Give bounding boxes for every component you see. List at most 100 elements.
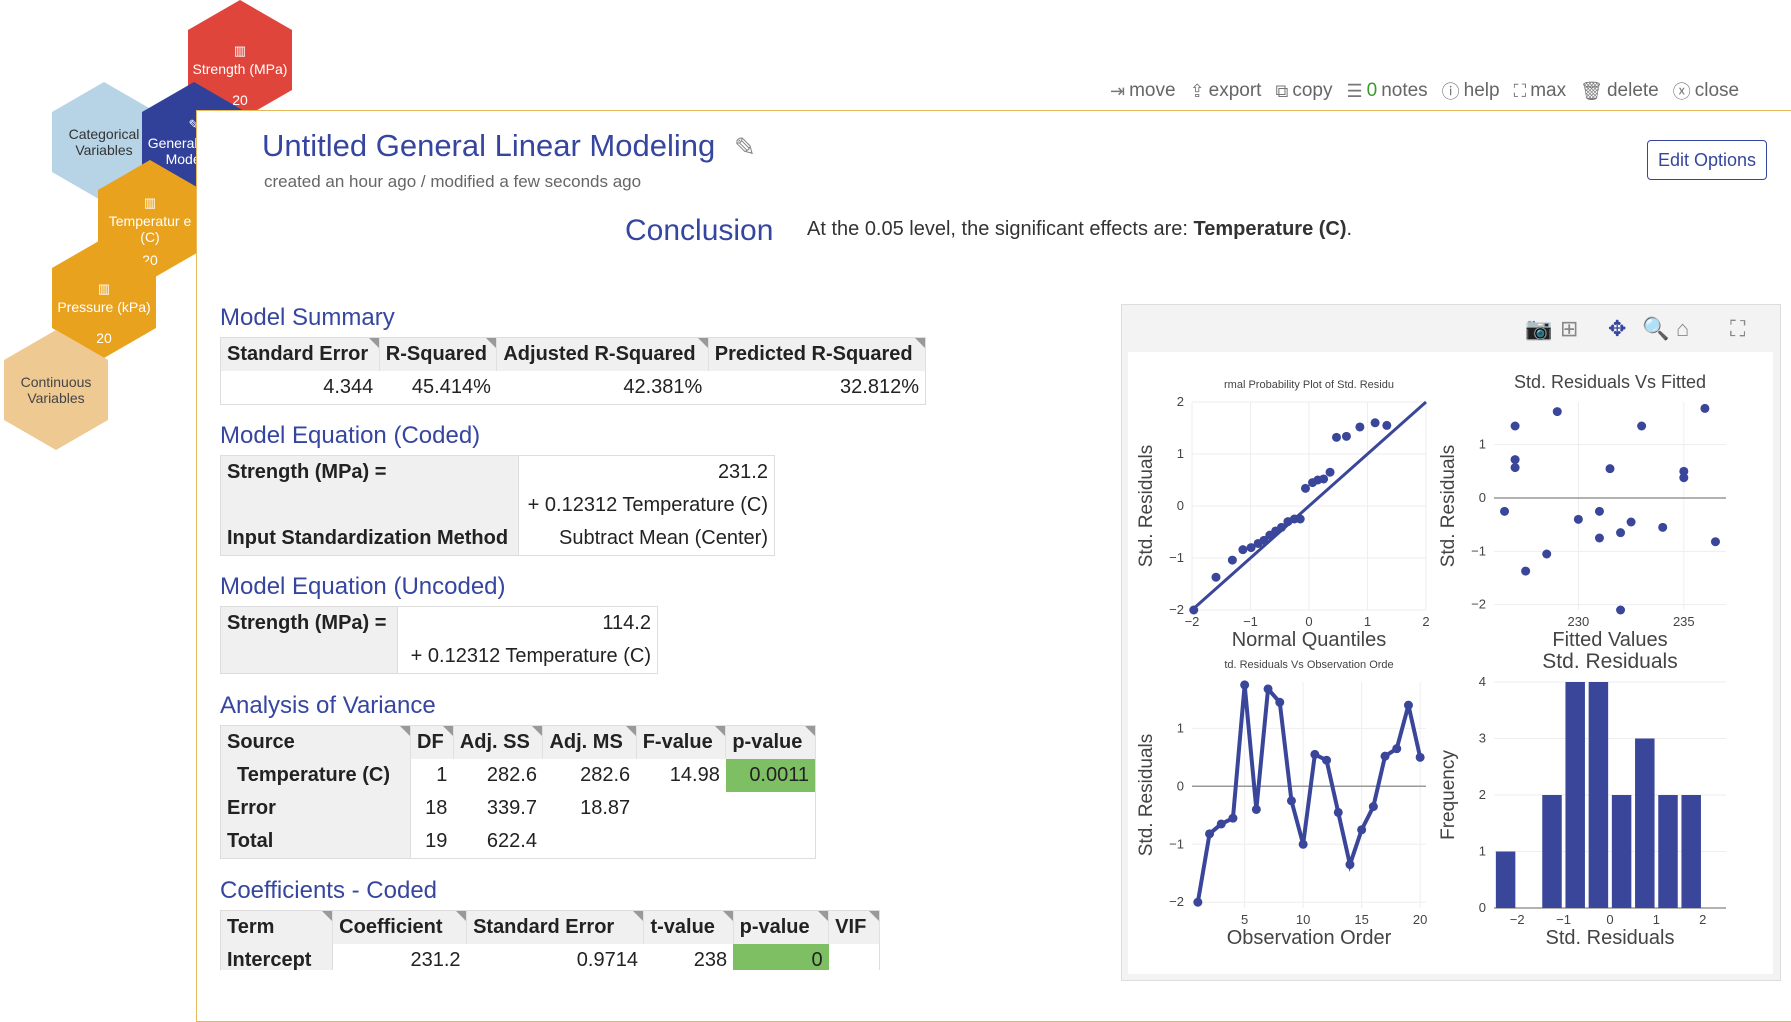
- data-point: [1637, 421, 1647, 431]
- y-tick-label: −2: [1169, 602, 1184, 617]
- data-point: [1325, 467, 1335, 477]
- row-f-value: [636, 792, 726, 825]
- table-row: Temperature (C) 1 282.6 282.6 14.98 0.00…: [220, 759, 816, 792]
- x-axis-label: Fitted Values: [1552, 629, 1667, 651]
- conclusion-text: At the 0.05 level, the significant effec…: [807, 218, 1352, 241]
- x-tick-label: −2: [1185, 614, 1200, 629]
- value-r-squared: 45.414%: [411, 376, 491, 398]
- wrench-icon: ✎: [188, 117, 200, 132]
- row-t-value: 238: [693, 949, 728, 970]
- help-button[interactable]: ⓘ help: [1442, 78, 1500, 104]
- notes-label: notes: [1381, 80, 1428, 101]
- row-f-value: [636, 825, 726, 859]
- conclusion-end: .: [1346, 218, 1353, 240]
- header-p-value[interactable]: p-value: [733, 910, 830, 944]
- y-tick-label: −2: [1169, 894, 1184, 909]
- data-point: [1238, 545, 1248, 555]
- hex-continuous-variables[interactable]: Continuous Variables: [4, 330, 108, 450]
- header-standard-error[interactable]: Standard Error: [220, 337, 380, 371]
- pencil-icon[interactable]: ✎: [734, 132, 756, 162]
- row-df: 1: [436, 764, 448, 786]
- chart-title: td. Residuals Vs Observation Orde: [1224, 659, 1393, 671]
- x-axis-label: Std. Residuals: [1546, 927, 1675, 949]
- row-p-value: [726, 792, 816, 825]
- header-adjusted-r-squared[interactable]: Adjusted R-Squared: [496, 337, 709, 371]
- y-tick-label: 3: [1479, 731, 1486, 746]
- equation-coded-title: Model Equation (Coded): [220, 422, 481, 449]
- max-label: max: [1530, 80, 1567, 101]
- conclusion-sentence: At the 0.05 level, the significant effec…: [807, 218, 1194, 240]
- equation-lhs: Strength (MPa) =: [220, 606, 398, 640]
- y-tick-label: 2: [1479, 787, 1486, 802]
- x-axis-label: Normal Quantiles: [1232, 629, 1387, 651]
- data-point: [1616, 605, 1626, 615]
- histogram-bar: [1565, 682, 1585, 908]
- fit-line: [1191, 400, 1427, 612]
- row-f-value: 14.98: [669, 764, 720, 786]
- data-point: [1277, 522, 1287, 532]
- row-adj-ss: 282.6: [486, 764, 537, 786]
- pan-icon[interactable]: ✥: [1608, 316, 1627, 341]
- row-adj-ms: 282.6: [580, 764, 631, 786]
- header-t-value[interactable]: t-value: [643, 910, 734, 944]
- histogram-bar: [1635, 738, 1655, 908]
- page-title[interactable]: Untitled General Linear Modeling: [262, 128, 716, 163]
- data-point: [1263, 684, 1273, 694]
- histogram-bar: [1588, 682, 1609, 908]
- data-point: [1251, 804, 1261, 814]
- header-adj-ss[interactable]: Adj. SS: [453, 725, 544, 759]
- add-plot-icon[interactable]: ⊞: [1560, 316, 1579, 341]
- header-standard-error[interactable]: Standard Error: [466, 910, 645, 944]
- equation-lhs-blank: [220, 640, 398, 674]
- move-button[interactable]: ⇥ move: [1110, 78, 1176, 104]
- header-coefficient[interactable]: Coefficient: [332, 910, 468, 944]
- header-vif[interactable]: VIF: [828, 910, 880, 944]
- model-summary-table: Standard Error R-Squared Adjusted R-Squa…: [220, 337, 927, 405]
- y-tick-label: 1: [1479, 437, 1486, 452]
- y-axis-label: Std. Residuals: [1136, 734, 1157, 857]
- zoom-icon[interactable]: 🔍: [1642, 316, 1670, 341]
- residual-plots-svg[interactable]: rmal Probability Plot of Std. Residu Norm…: [1128, 352, 1773, 974]
- edit-options-button[interactable]: Edit Options: [1647, 140, 1767, 180]
- data-point: [1382, 420, 1392, 430]
- header-p-value[interactable]: p-value: [725, 725, 816, 759]
- header-term[interactable]: Term: [220, 910, 334, 944]
- header-f-value[interactable]: F-value: [636, 725, 727, 759]
- conclusion-effects: Temperature (C): [1193, 218, 1347, 240]
- data-point: [1357, 825, 1367, 835]
- x-tick-label: 5: [1241, 912, 1248, 927]
- x-tick-label: −1: [1243, 614, 1258, 629]
- close-button[interactable]: ⓧ close: [1673, 78, 1739, 104]
- data-point: [1415, 752, 1425, 762]
- header-df[interactable]: DF: [410, 725, 454, 759]
- notes-button[interactable]: ☰ 0 notes: [1346, 78, 1427, 104]
- data-point: [1552, 407, 1562, 417]
- row-standard-error: 0.9714: [576, 949, 638, 970]
- data-point: [1298, 839, 1308, 849]
- home-icon[interactable]: ⌂: [1676, 316, 1690, 341]
- max-button[interactable]: ⛶ max: [1514, 78, 1567, 104]
- series-line: [1195, 684, 1423, 903]
- data-point: [1710, 537, 1720, 547]
- camera-icon[interactable]: 📷: [1525, 316, 1553, 341]
- header-predicted-r-squared[interactable]: Predicted R-Squared: [708, 337, 927, 371]
- export-icon: ⇪: [1189, 80, 1205, 101]
- data-point: [1573, 514, 1583, 524]
- window-toolbar: ⇥ move ⇪ export ⧉ copy ☰ 0 notes ⓘ help ⛶ max 🗑…: [1110, 78, 1791, 104]
- export-button[interactable]: ⇪ export: [1190, 78, 1262, 104]
- header-source[interactable]: Source: [220, 725, 412, 759]
- header-r-squared[interactable]: R-Squared: [379, 337, 498, 371]
- row-adj-ss: 339.7: [486, 797, 537, 819]
- fullscreen-icon[interactable]: ⛶: [1730, 316, 1746, 341]
- x-tick-label: 2: [1699, 912, 1706, 927]
- delete-button[interactable]: 🗑 delete: [1580, 78, 1659, 104]
- x-tick-label: 0: [1305, 614, 1312, 629]
- header-adj-ms[interactable]: Adj. MS: [542, 725, 637, 759]
- delete-label: delete: [1606, 80, 1659, 101]
- x-tick-label: 230: [1568, 614, 1590, 629]
- x-tick-label: 2: [1422, 614, 1429, 629]
- move-label: move: [1129, 80, 1176, 101]
- copy-button[interactable]: ⧉ copy: [1275, 78, 1332, 104]
- histogram-bar: [1681, 795, 1701, 908]
- x-tick-label: 1: [1653, 912, 1660, 927]
